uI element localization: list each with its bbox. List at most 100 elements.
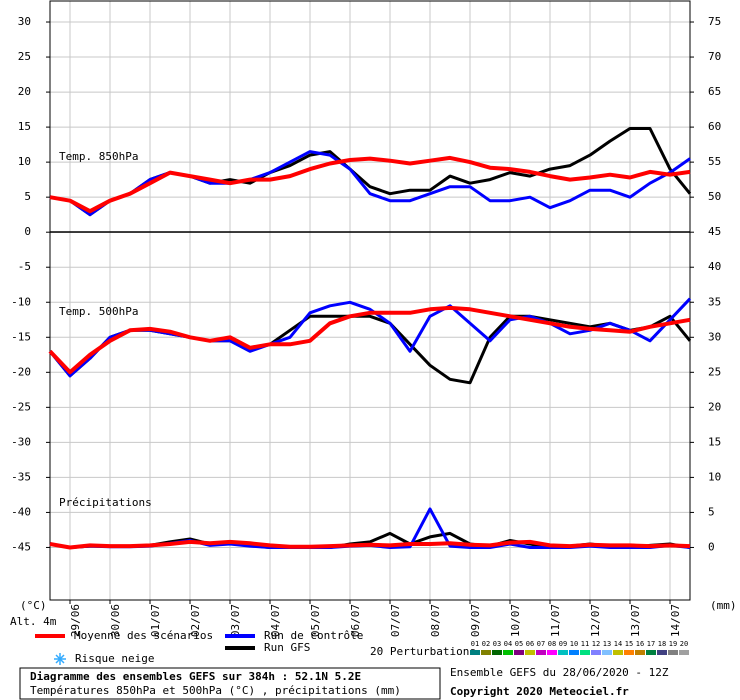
x-tick-label: 30/06 [109,604,122,637]
perturbation-swatch [514,650,524,655]
perturbation-swatch [536,650,546,655]
x-tick-label: 12/07 [589,604,602,637]
y2-tick-label: 15 [708,435,721,448]
perturbation-label: 14 [614,640,622,648]
y-tick-label: -35 [11,470,31,483]
x-tick-label: 10/07 [509,604,522,637]
y2-tick-label: 55 [708,155,721,168]
copyright: Copyright 2020 Meteociel.fr [450,685,629,698]
y2-tick-label: 0 [708,540,715,553]
perturbation-swatch [635,650,645,655]
y-tick-label: -25 [11,400,31,413]
perturbation-label: 19 [669,640,677,648]
altitude: Alt. 4m [10,615,57,628]
perturbation-label: 06 [526,640,534,648]
x-tick-label: 14/07 [669,604,682,637]
y-tick-label: -40 [11,505,31,518]
perturbation-swatch [492,650,502,655]
y-tick-label: 25 [18,50,31,63]
x-tick-label: 01/07 [149,604,162,637]
perturbation-label: 05 [515,640,523,648]
x-tick-label: 04/07 [269,604,282,637]
y-tick-label: -20 [11,365,31,378]
perturbation-swatch [668,650,678,655]
perturbation-label: 15 [625,640,633,648]
y2-tick-label: 30 [708,330,721,343]
perturbation-swatch [547,650,557,655]
caption-subtitle: Températures 850hPa et 500hPa (°C) , pré… [30,684,401,697]
y2-tick-label: 5 [708,505,715,518]
perturbation-label: 03 [493,640,501,648]
x-tick-label: 03/07 [229,604,242,637]
y2-tick-label: 10 [708,470,721,483]
plot-area [46,0,694,604]
perturbation-swatch [679,650,689,655]
y2-tick-label: 40 [708,260,721,273]
x-tick-label: 06/07 [349,604,362,637]
series-line [49,150,691,217]
perturbation-label: 04 [504,640,512,648]
y-tick-label: 10 [18,155,31,168]
perturbation-swatch [613,650,623,655]
y-tick-label: 20 [18,85,31,98]
perturbation-label: 12 [592,640,600,648]
y-tick-label: -10 [11,295,31,308]
perturbation-label: 09 [559,640,567,648]
perturbation-label: 08 [548,640,556,648]
x-tick-label: 11/07 [549,604,562,637]
perturbation-label: 10 [570,640,578,648]
x-tick-label: 13/07 [629,604,642,637]
snow-label: Risque neige [75,652,154,665]
run-info: Ensemble GEFS du 28/06/2020 - 12Z [450,666,669,679]
y-tick-label: 15 [18,120,31,133]
y2-tick-label: 35 [708,295,721,308]
y2-tick-label: 50 [708,190,721,203]
perturbation-swatch [657,650,667,655]
series-line [49,155,691,214]
y-unit: (°C) [20,599,47,612]
legend-label: Run GFS [264,641,310,654]
y2-tick-label: 25 [708,365,721,378]
x-tick-label: 02/07 [189,604,202,637]
y-tick-label: -5 [18,260,31,273]
y-tick-label: 30 [18,15,31,28]
perturbation-label: 16 [636,640,644,648]
y2-unit: (mm) [710,599,737,612]
caption-title: Diagramme des ensembles GEFS sur 384h : … [30,670,361,683]
x-tick-label: 05/07 [309,604,322,637]
perturbation-label: 02 [482,640,490,648]
caption-box [19,667,441,700]
y2-tick-label: 60 [708,120,721,133]
panel-label: Précipitations [59,496,152,509]
panel-label: Temp. 850hPa [59,150,138,163]
perturbation-swatch [646,650,656,655]
x-tick-label: 07/07 [389,604,402,637]
perturbation-label: 18 [658,640,666,648]
legend-label: Moyenne des scénarios [74,629,213,642]
panel-label: Temp. 500hPa [59,305,138,318]
y-tick-label: -15 [11,330,31,343]
y-tick-label: -45 [11,540,31,553]
x-tick-label: 09/07 [469,604,482,637]
y-tick-label: -30 [11,435,31,448]
series-line [48,305,691,375]
perturbation-label: 20 [680,640,688,648]
perturbation-swatch [503,650,513,655]
y2-tick-label: 70 [708,50,721,63]
y-tick-label: 5 [24,190,31,203]
perturbation-swatch [591,650,601,655]
perturbation-label: 17 [647,640,655,648]
x-tick-label: 08/07 [429,604,442,637]
perturbation-swatch [558,650,568,655]
legend-label: Run de contrôle [264,629,363,642]
y2-tick-label: 75 [708,15,721,28]
perturbation-swatch [624,650,634,655]
perturbation-label: 13 [603,640,611,648]
series-line [49,539,691,550]
perturbation-label: 11 [581,640,589,648]
y-tick-label: 0 [24,225,31,238]
snow-icon [54,653,66,665]
perturbation-swatch [569,650,579,655]
x-tick-label: 29/06 [69,604,82,637]
